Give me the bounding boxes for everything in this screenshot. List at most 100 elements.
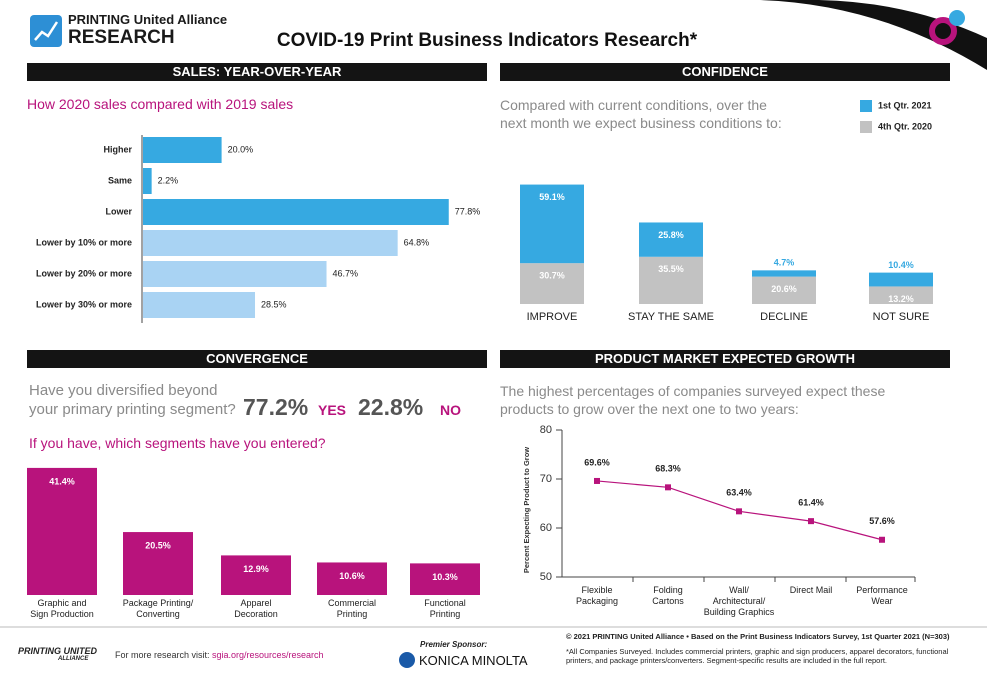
bar — [143, 261, 327, 287]
answer-label: NO — [440, 402, 461, 418]
legend-label: 1st Qtr. 2021 — [878, 100, 932, 110]
category-label: DECLINE — [760, 311, 808, 323]
category-label: Lower by 20% or more — [36, 268, 132, 278]
value-label: 10.3% — [432, 572, 458, 582]
value-label: 30.7% — [539, 271, 565, 281]
value-label: 4.7% — [774, 258, 795, 268]
value-label: 61.4% — [798, 498, 824, 508]
value-label: 41.4% — [49, 476, 75, 486]
corner-decoration — [760, 0, 987, 70]
category-label: NOT SURE — [873, 311, 930, 323]
value-label: 25.8% — [658, 230, 684, 240]
value-label: 64.8% — [404, 237, 430, 247]
bar-segment — [639, 256, 703, 304]
value-label: 2.2% — [158, 175, 179, 185]
value-label: 46.7% — [333, 268, 359, 278]
copyright: © 2021 PRINTING United Alliance • Based … — [566, 632, 950, 641]
visit-text: For more research visit: — [115, 650, 210, 660]
category-label: Package Printing/ Converting — [122, 598, 194, 619]
bar — [221, 555, 291, 595]
sponsor-icon — [399, 652, 415, 668]
bar — [143, 230, 398, 256]
point — [594, 477, 600, 484]
category-label: Wall/ Architectural/ Building Graphics — [703, 585, 775, 617]
y-axis-title: Percent Expecting Product to Grow — [522, 447, 531, 573]
category-label: Graphic and Sign Production — [30, 598, 94, 619]
point — [736, 508, 742, 515]
legend-swatch — [860, 100, 872, 112]
bar-segment — [869, 286, 933, 304]
value-label: 12.9% — [243, 564, 269, 574]
footer-logo-sub: ALLIANCE — [58, 656, 89, 662]
brand-sub: RESEARCH — [68, 27, 175, 48]
category-label: Functional Printing — [424, 598, 466, 619]
value-label: 13.2% — [888, 294, 914, 304]
bar-segment — [520, 263, 584, 304]
category-label: Apparel Decoration — [234, 598, 278, 619]
bar-segment — [869, 272, 933, 287]
footer-logo: PRINTING UNITED — [18, 646, 98, 656]
logo-icon — [30, 15, 62, 47]
bar — [143, 292, 256, 318]
point — [879, 536, 885, 543]
research-link[interactable]: sgia.org/resources/research — [212, 650, 324, 660]
section-header: CONFIDENCE — [500, 63, 950, 81]
category-label: Flexible Packaging — [575, 585, 619, 606]
bar — [317, 562, 387, 595]
category-label: Commercial Printing — [327, 598, 376, 619]
value-label: 20.5% — [145, 540, 171, 550]
bar — [143, 199, 449, 225]
subtitle: How 2020 sales compared with 2019 sales — [27, 96, 294, 112]
legend-label: 4th Qtr. 2020 — [878, 121, 932, 131]
answer-value: 77.2% — [243, 394, 309, 420]
question: Have you diversified beyond your primary… — [29, 382, 236, 418]
value-label: 57.6% — [869, 516, 895, 526]
dot-icon — [949, 10, 965, 26]
answer-label: YES — [318, 402, 347, 418]
page-title: COVID-19 Print Business Indicators Resea… — [276, 30, 698, 51]
y-tick-label: 60 — [540, 522, 552, 534]
value-label: 20.0% — [228, 144, 254, 154]
bar-segment — [752, 276, 816, 304]
category-label: IMPROVE — [527, 311, 578, 323]
category-label: Same — [108, 175, 132, 185]
subtitle: Compared with current conditions, over t… — [500, 97, 782, 131]
logo-icon-line — [34, 21, 59, 41]
bar — [27, 467, 97, 595]
value-label: 68.3% — [655, 464, 681, 474]
point — [808, 518, 814, 525]
bar — [410, 563, 480, 595]
y-tick-label: 50 — [540, 571, 552, 583]
subtitle: If you have, which segments have you ent… — [29, 435, 326, 451]
bar-segment — [520, 184, 584, 264]
value-label: 20.6% — [771, 284, 797, 294]
section-header: SALES: YEAR-OVER-YEAR — [27, 63, 487, 81]
category-label: Performance Wear — [856, 585, 908, 606]
value-label: 69.6% — [584, 457, 610, 467]
section-header: CONVERGENCE — [27, 350, 487, 368]
y-tick-label: 70 — [540, 473, 552, 485]
value-label: 10.4% — [888, 260, 914, 270]
category-label: Higher — [103, 144, 132, 154]
ring-icon — [929, 17, 957, 45]
value-label: 59.1% — [539, 192, 565, 202]
section-header: PRODUCT MARKET EXPECTED GROWTH — [500, 350, 950, 368]
category-label: Lower by 30% or more — [36, 299, 132, 309]
category-label: Folding Cartons — [652, 585, 684, 606]
bar-segment — [752, 270, 816, 277]
bar-segment — [639, 222, 703, 257]
bar — [143, 137, 222, 163]
bar — [123, 532, 193, 595]
sponsor-label: Premier Sponsor: — [420, 640, 488, 649]
value-label: 10.6% — [339, 571, 365, 581]
category-label: STAY THE SAME — [628, 311, 714, 323]
subtitle: The highest percentages of companies sur… — [500, 383, 886, 417]
category-label: Lower — [105, 206, 132, 216]
bar — [143, 168, 152, 194]
value-label: 28.5% — [261, 299, 287, 309]
brand: PRINTING United Alliance — [68, 12, 228, 27]
footnote: *All Companies Surveyed. Includes commer… — [566, 647, 949, 665]
category-label: Direct Mail — [789, 585, 833, 595]
